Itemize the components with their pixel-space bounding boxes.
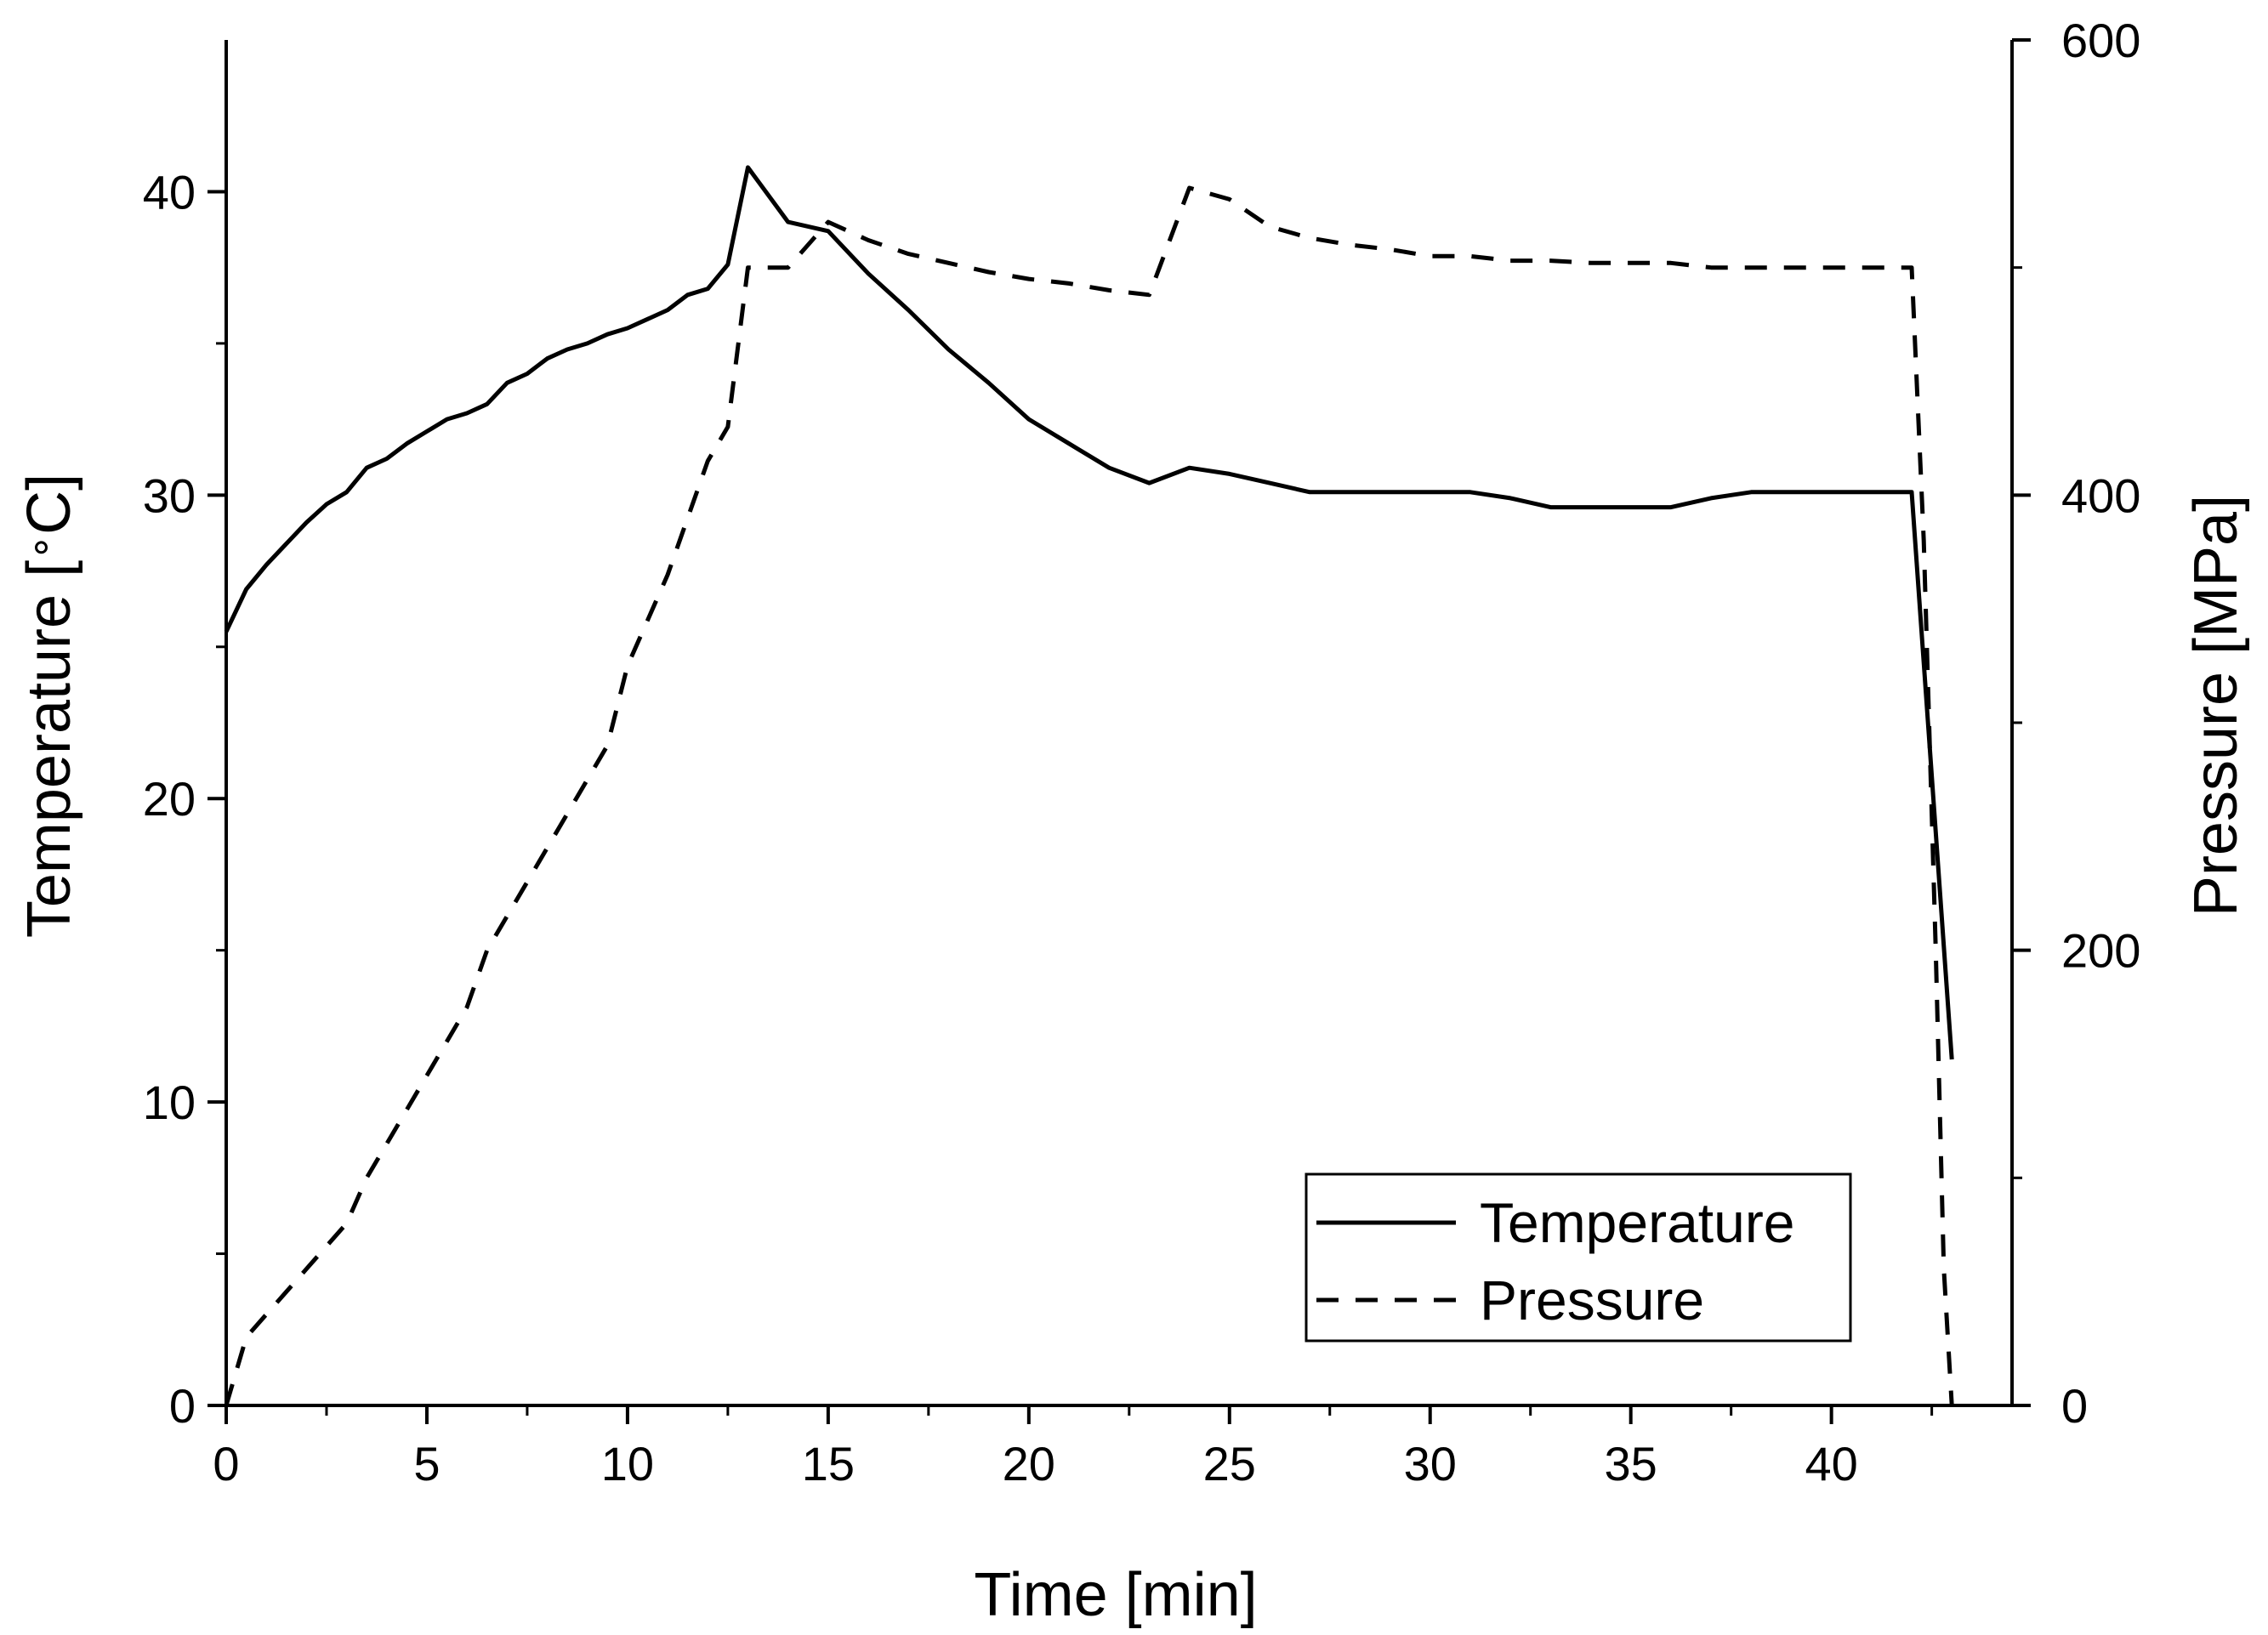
right-y-axis-title: Pressure [MPa] bbox=[2182, 495, 2250, 917]
left-y-tick-label: 10 bbox=[143, 1076, 196, 1129]
x-tick-label: 30 bbox=[1404, 1437, 1457, 1490]
degree-symbol: ∘ bbox=[19, 535, 64, 560]
left-y-axis-title-part-2: C] bbox=[15, 474, 83, 535]
x-tick-label: 10 bbox=[601, 1437, 654, 1490]
x-tick-label: 5 bbox=[413, 1437, 440, 1490]
x-tick-label: 20 bbox=[1003, 1437, 1055, 1490]
temperature-line bbox=[224, 165, 1954, 1060]
left-y-axis-title: Temperature [∘C] bbox=[15, 474, 83, 938]
pressure-line bbox=[224, 185, 1954, 1406]
left-y-tick-label: 20 bbox=[143, 772, 196, 826]
right-y-tick-label: 0 bbox=[2061, 1379, 2088, 1433]
x-tick-label: 15 bbox=[802, 1437, 855, 1490]
left-y-tick-label: 40 bbox=[143, 165, 196, 219]
x-tick-label: 40 bbox=[1805, 1437, 1857, 1490]
x-tick-label: 0 bbox=[213, 1437, 239, 1490]
legend: Temperature Pressure bbox=[1305, 1172, 1852, 1343]
axis-ticks bbox=[207, 38, 2031, 1424]
legend-label-temperature: Temperature bbox=[1480, 1191, 1795, 1254]
left-y-tick-label: 30 bbox=[143, 468, 196, 522]
right-y-tick-label: 200 bbox=[2061, 924, 2140, 978]
x-tick-label: 25 bbox=[1203, 1437, 1256, 1490]
legend-box bbox=[1305, 1172, 1852, 1343]
x-tick-label: 35 bbox=[1605, 1437, 1657, 1490]
left-y-tick-label: 0 bbox=[169, 1379, 196, 1433]
series-layer bbox=[224, 165, 1954, 1406]
right-y-tick-label: 600 bbox=[2061, 14, 2140, 67]
legend-label-pressure: Pressure bbox=[1480, 1269, 1704, 1331]
right-y-tick-label: 400 bbox=[2061, 468, 2140, 522]
left-y-axis-title-part-1: Temperature [ bbox=[15, 560, 83, 938]
x-axis-title: Time [min] bbox=[974, 1561, 1257, 1629]
